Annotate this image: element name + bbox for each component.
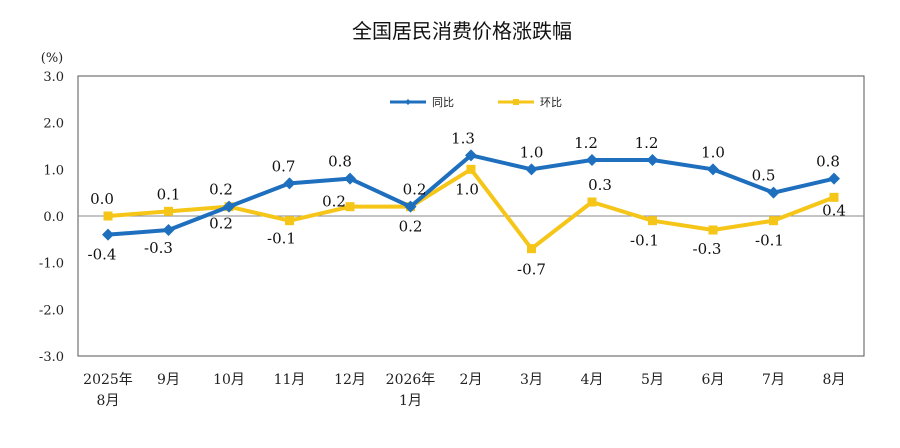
- data-label-环比: 1.0: [455, 180, 479, 198]
- x-tick-label: 4月: [581, 372, 604, 388]
- y-tick-label: 1.0: [43, 163, 64, 178]
- data-label-同比: 1.2: [635, 134, 659, 152]
- data-label-同比: -0.3: [144, 239, 173, 257]
- series-point-同比: [525, 163, 538, 176]
- data-label-同比: 0.8: [328, 153, 352, 171]
- data-label-同比: 0.7: [272, 157, 296, 175]
- data-label-环比: -0.1: [755, 232, 784, 250]
- y-tick-label: -3.0: [39, 350, 64, 365]
- series-point-同比: [102, 228, 114, 241]
- data-label-环比: 0.0: [90, 190, 114, 208]
- x-tick-label: 11月: [274, 372, 306, 388]
- y-tick-label: 2.0: [43, 117, 64, 132]
- y-tick-label: 3.0: [43, 70, 64, 85]
- series-point-环比: [769, 216, 778, 226]
- series-point-环比: [829, 192, 839, 202]
- series-point-同比: [707, 163, 719, 176]
- data-label-同比: 1.2: [574, 134, 598, 152]
- y-tick-label: 0.0: [43, 210, 64, 225]
- legend-label-同比: 同比: [432, 96, 454, 109]
- series-point-环比: [527, 244, 536, 254]
- data-label-同比: 0.5: [752, 167, 776, 185]
- series-point-同比: [767, 186, 780, 199]
- data-label-同比: 1.0: [701, 143, 725, 161]
- data-label-环比: 0.3: [588, 176, 612, 194]
- x-tick-label: 2026年 1月: [386, 372, 436, 409]
- data-label-环比: -0.3: [693, 240, 722, 258]
- series-point-同比: [465, 149, 477, 162]
- series-point-同比: [283, 177, 296, 190]
- series-point-同比: [162, 224, 175, 236]
- chart-title: 全国居民消费价格涨跌幅: [352, 19, 572, 43]
- series-point-环比: [587, 197, 597, 207]
- legend-marker-环比: [513, 99, 519, 105]
- series-point-同比: [344, 172, 356, 185]
- x-tick-label: 2月: [460, 372, 483, 388]
- x-tick-label: 10月: [213, 372, 245, 388]
- data-label-环比: 0.2: [209, 215, 233, 233]
- data-label-环比: -0.1: [267, 230, 296, 248]
- data-label-环比: 0.2: [399, 218, 423, 236]
- data-label-同比: 1.3: [451, 129, 475, 147]
- x-tick-label: 8月: [823, 372, 846, 388]
- series-point-同比: [586, 154, 598, 166]
- data-label-同比: 0.2: [403, 181, 427, 199]
- x-tick-label: 3月: [520, 372, 543, 388]
- y-axis-unit: (%): [41, 51, 64, 66]
- x-tick-label: 12月: [334, 372, 366, 388]
- data-label-同比: 0.8: [816, 153, 840, 171]
- data-label-同比: 1.0: [520, 143, 544, 161]
- data-label-环比: -0.1: [630, 232, 659, 250]
- y-tick-label: -1.0: [39, 257, 64, 272]
- data-label-同比: 0.2: [209, 181, 233, 199]
- x-tick-label: 6月: [702, 372, 725, 388]
- data-label-环比: -0.7: [517, 261, 546, 279]
- series-point-环比: [103, 211, 113, 221]
- series-point-环比: [285, 216, 294, 226]
- legend-label-环比: 环比: [540, 96, 562, 109]
- legend-marker-同比: [405, 99, 411, 105]
- y-tick-label: -2.0: [39, 303, 64, 318]
- data-label-环比: 0.1: [157, 185, 181, 203]
- series-point-同比: [828, 172, 840, 185]
- data-label-环比: 0.4: [822, 201, 846, 219]
- x-tick-label: 7月: [762, 372, 785, 388]
- x-tick-label: 2025年 8月: [83, 372, 133, 409]
- series-point-同比: [404, 200, 417, 213]
- series-point-环比: [466, 164, 476, 174]
- series-point-环比: [648, 216, 657, 226]
- data-label-环比: 0.2: [322, 193, 346, 211]
- x-tick-label: 9月: [157, 372, 180, 388]
- series-point-环比: [345, 202, 355, 212]
- x-tick-label: 5月: [641, 372, 664, 388]
- series-point-环比: [164, 206, 173, 216]
- series-point-同比: [223, 200, 235, 213]
- data-label-同比: -0.4: [88, 246, 117, 264]
- series-point-环比: [708, 225, 718, 235]
- series-point-同比: [646, 154, 659, 166]
